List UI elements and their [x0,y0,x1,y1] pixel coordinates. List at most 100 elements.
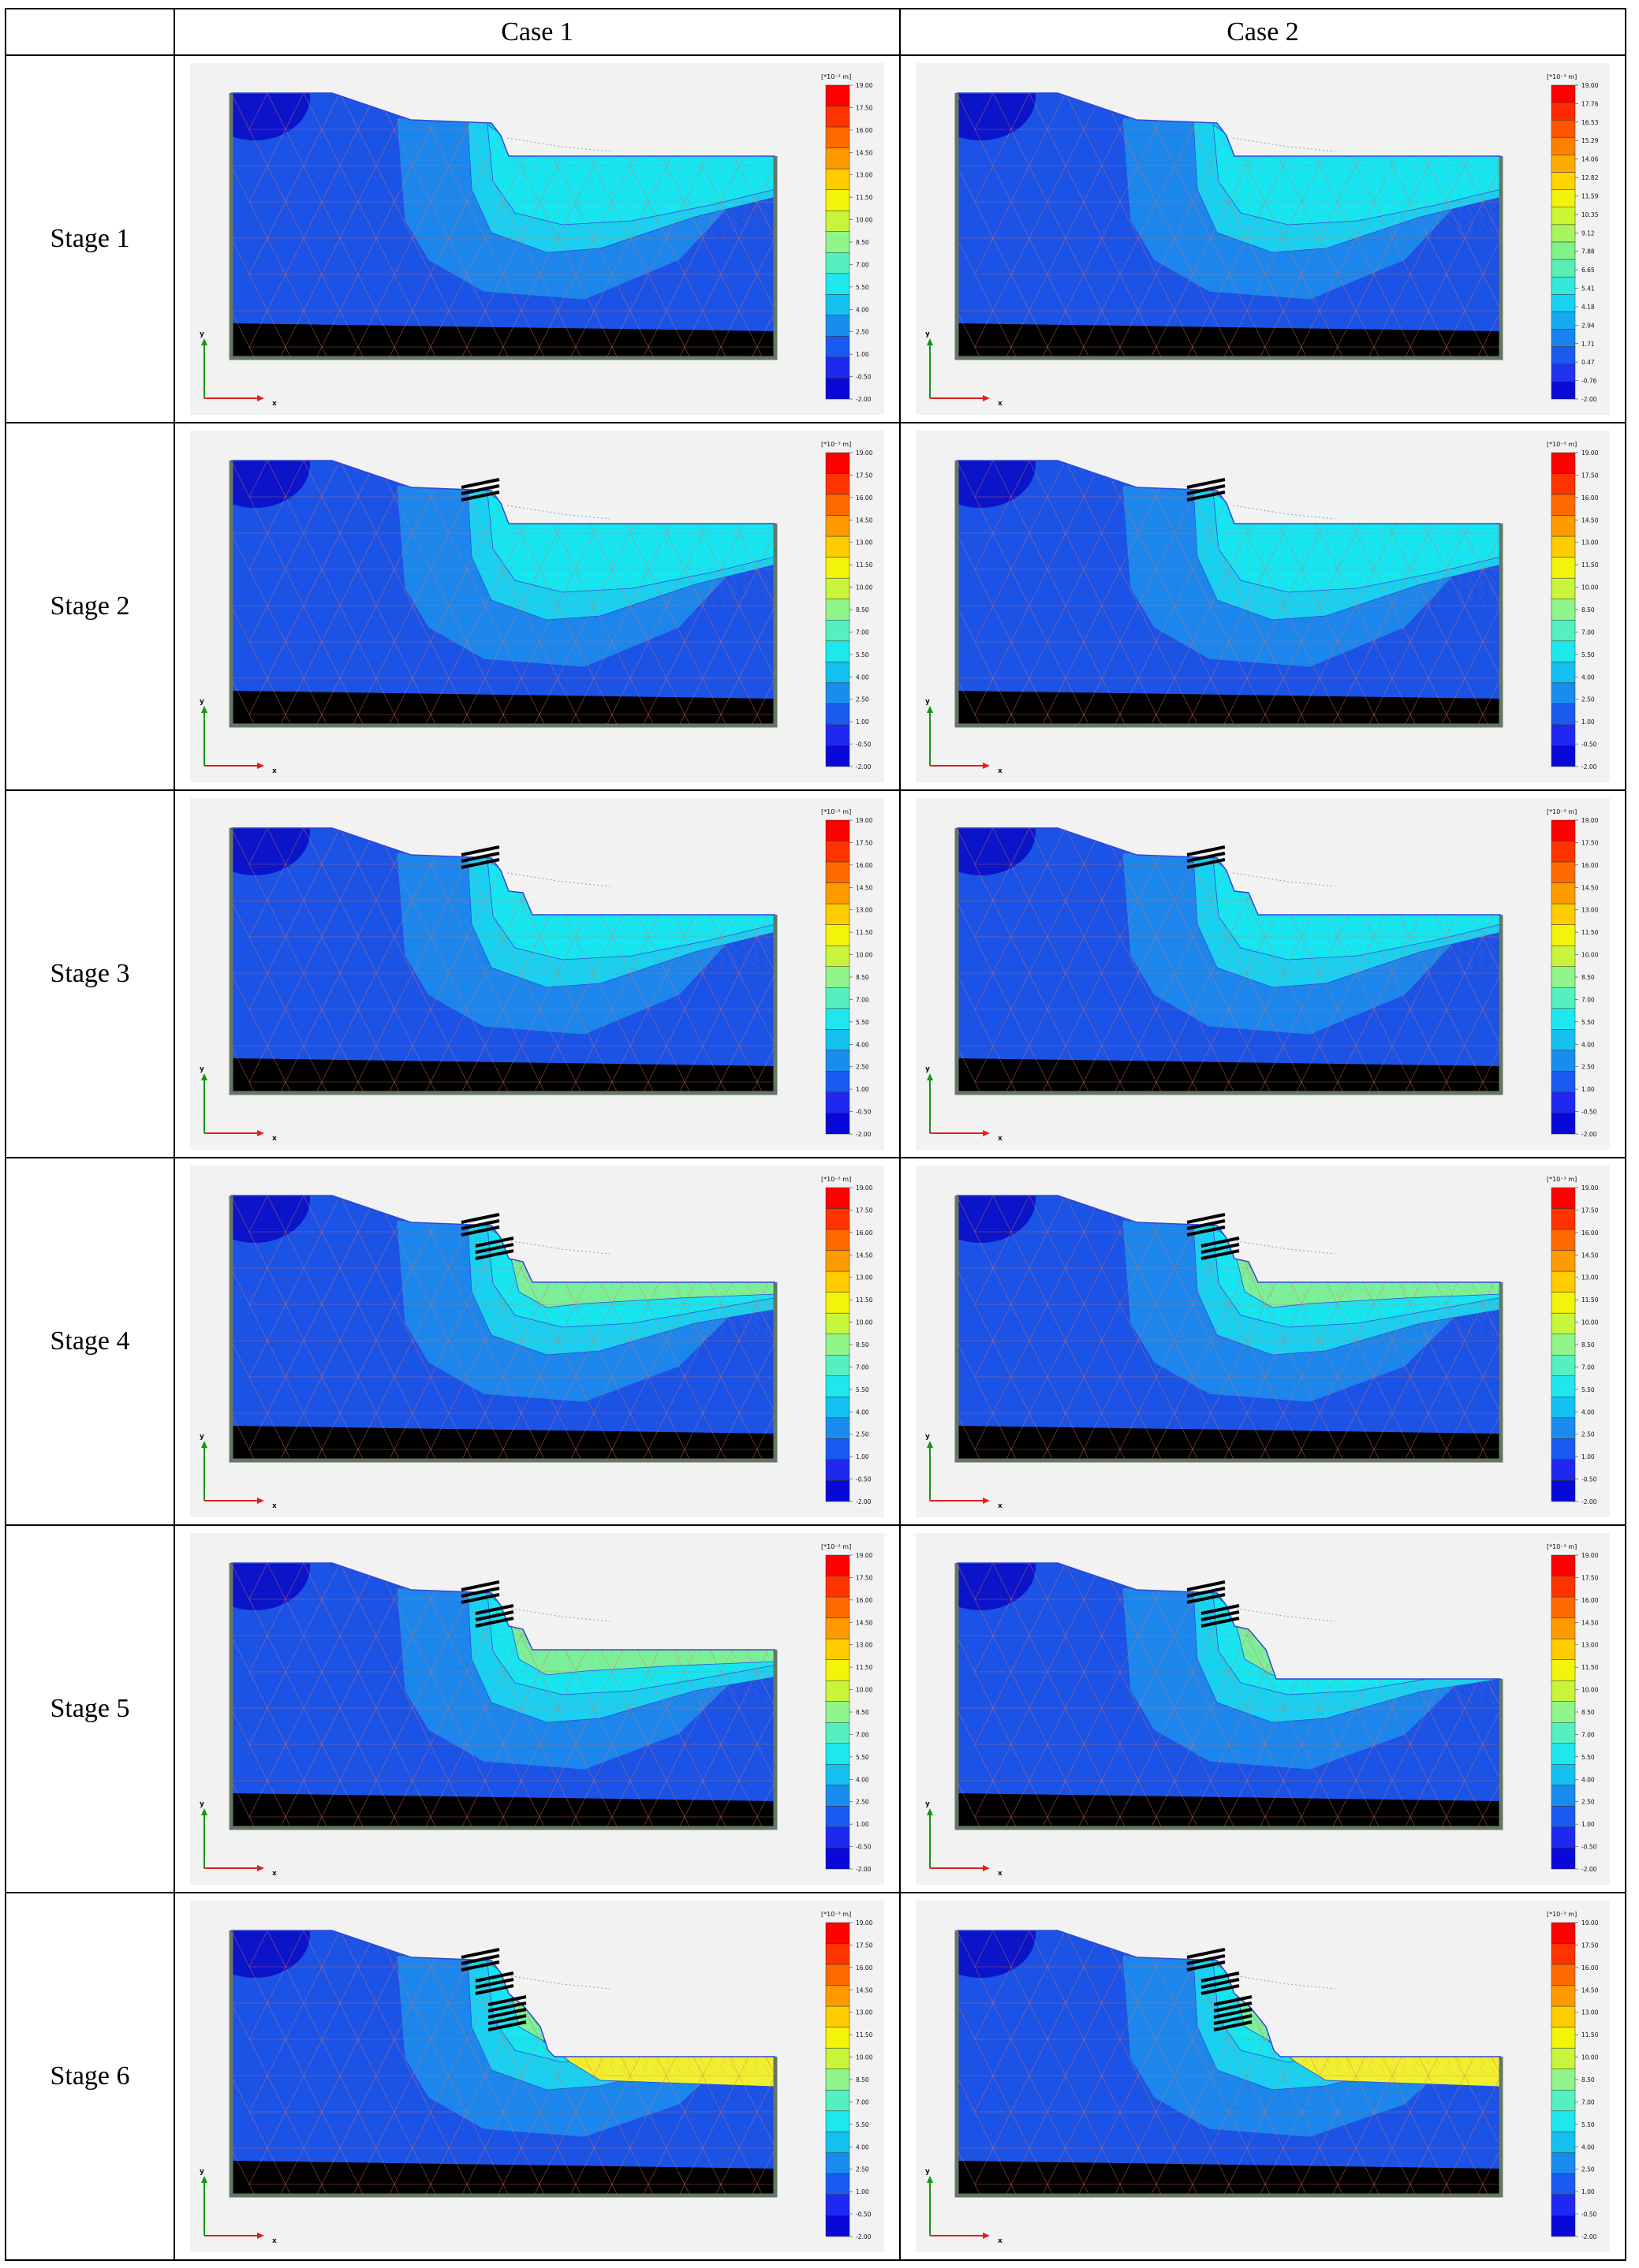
mesh-edge [1335,546,1342,558]
mesh-edge [763,1677,771,1688]
mesh-triangle [357,2111,395,2149]
mesh-triangle [502,1009,540,1046]
mesh-triangle [1047,1304,1085,1341]
mesh-triangle [1482,1376,1501,1414]
mesh-edge [1379,556,1386,567]
mesh-triangle [484,1412,522,1450]
mesh-edge [1246,546,1253,558]
mesh-edge [1423,188,1430,200]
mesh-edge [1290,1319,1297,1330]
legend-swatch [825,273,850,295]
mesh-triangle [1119,936,1157,974]
mesh-triangle [957,828,994,865]
mesh-edge [642,933,649,944]
mesh-edge [498,1253,506,1264]
mesh-triangle [394,569,431,606]
mesh-edge [1357,1300,1364,1311]
mesh-edge [1224,1329,1231,1340]
mesh-triangle [248,346,286,358]
mesh-triangle [248,936,286,974]
mesh-edge [1489,952,1496,963]
mesh-edge [532,575,539,586]
mesh-edge [708,217,715,228]
mesh-triangle [1083,1009,1121,1046]
mesh-triangle [231,461,268,498]
mesh-edge [1224,226,1231,237]
mesh-edge [1301,584,1309,595]
mesh-triangle [1228,201,1266,239]
mesh-edge [1478,198,1485,209]
panel-cell: y x [*10⁻³ m] 19.00 17.50 16.00 14.50 13.00 11.5… [899,422,1626,791]
mesh-triangle [666,1412,704,1450]
mesh-edge [1456,565,1463,576]
mesh-edge [1401,594,1408,605]
ground-anchor [461,852,500,863]
legend-tick-label: 8.50 [856,1709,869,1716]
mesh-edge [730,1658,737,1669]
mesh-triangle [1391,1412,1429,1450]
mesh-edge [620,1668,627,1679]
mesh-edge [521,895,528,906]
mesh-triangle [285,1816,323,1828]
mesh-triangle [484,1707,522,1745]
mesh-edge [609,1658,616,1669]
legend-swatch [825,1187,850,1209]
mesh-edge [1290,961,1297,972]
mesh-triangle [738,2147,775,2185]
model-boundary [954,1563,1503,1830]
mesh-triangle [394,346,431,358]
mesh-triangle [1446,641,1484,679]
mesh-triangle [1029,900,1066,938]
mesh-edge [498,1639,506,1651]
mesh-edge [1412,160,1419,171]
mesh-triangle [539,2111,577,2149]
mesh-edge [598,942,605,953]
mesh-edge [719,584,726,595]
mesh-triangle [394,714,431,726]
mesh-edge [708,226,715,237]
mesh-triangle [1047,1816,1085,1828]
mesh-triangle [521,1340,558,1378]
legend-tick-label: 5.50 [1581,651,1595,658]
legend-swatch [1551,1091,1576,1113]
mesh-edge [1357,226,1364,237]
mesh-edge [686,546,693,558]
mesh-edge [730,923,737,934]
legend-swatch [825,1459,850,1481]
mesh-edge [697,188,704,200]
mesh-edge [587,584,594,595]
mesh-triangle [1301,1744,1338,1781]
mesh-triangle [1029,461,1066,498]
mesh-edge [576,188,583,200]
mesh-triangle [1119,864,1157,901]
mesh-triangle [375,2147,413,2185]
mesh-edge [532,952,539,963]
ground-anchor [1186,1593,1226,1604]
mesh-edge [1368,1687,1375,1698]
mesh-edge [708,1658,715,1669]
mesh-edge [642,594,649,605]
legend-tick-label: 8.50 [856,974,869,981]
mesh-edge [1290,565,1297,576]
mesh-edge [521,594,528,605]
mesh-edge [1324,1319,1331,1330]
mesh-edge [532,2026,539,2037]
mesh-triangle [1246,165,1284,203]
x-axis-head [983,395,990,401]
mesh-edge [1268,952,1275,963]
mesh-triangle [1119,1598,1157,1636]
mesh-triangle [1047,496,1085,534]
legend-tick-label: 4.00 [856,306,869,313]
mesh-edge [1268,565,1275,576]
mesh-edge [510,207,517,218]
mesh-edge [686,923,693,934]
mesh-edge [1412,961,1419,972]
deep-contour [957,691,1501,726]
mesh-edge [1312,1687,1320,1698]
mesh-edge [1324,170,1331,181]
mesh-edge [1489,556,1496,567]
mesh-edge [554,1668,561,1679]
mesh-edge [1456,546,1463,558]
mesh-triangle [303,2147,341,2185]
mesh-triangle [375,1780,413,1818]
